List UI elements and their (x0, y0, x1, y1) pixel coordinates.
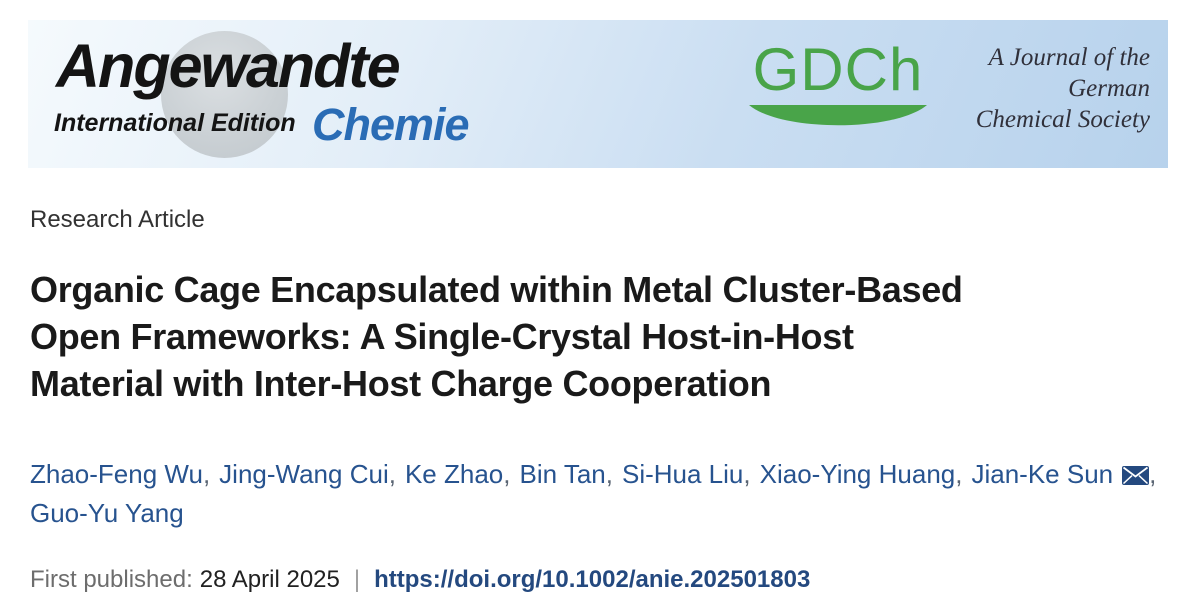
tagline-line: A Journal of the (988, 44, 1150, 71)
author-list: Zhao-Feng Wu, Jing-Wang Cui, Ke Zhao, Bin T… (30, 455, 1165, 533)
title-line: Material with Inter-Host Charge Cooperat… (30, 363, 772, 404)
article-type-label: Research Article (30, 206, 205, 233)
author-link[interactable]: Si-Hua Liu (621, 459, 744, 489)
author-link[interactable]: Xiao-Ying Huang (759, 459, 956, 489)
author-line: Guo-Yu Yang (30, 494, 1165, 533)
author-link[interactable]: Jing-Wang Cui (219, 459, 389, 489)
author-separator: , (1149, 459, 1157, 489)
journal-title: Angewandte (56, 32, 401, 100)
gdch-logo: GDCh (731, 40, 945, 134)
author-separator: , (202, 459, 211, 489)
gdch-logo-text: GDCh (752, 36, 924, 103)
article-title: Organic Cage Encapsulated within Metal C… (30, 266, 963, 407)
journal-banner: Angewandte International Edition Chemie … (28, 20, 1168, 168)
author-separator: , (743, 459, 751, 489)
published-date: 28 April 2025 (199, 566, 340, 593)
journal-title-chemie: Chemie (312, 99, 470, 150)
email-icon[interactable] (1122, 466, 1150, 485)
author-link[interactable]: Bin Tan (519, 459, 606, 489)
doi-link[interactable]: https://doi.org/10.1002/anie.202501803 (374, 566, 811, 593)
author-link[interactable]: Jian-Ke Sun (971, 459, 1114, 489)
author-separator: , (503, 459, 511, 489)
published-label: First published: (30, 566, 193, 593)
title-line: Organic Cage Encapsulated within Metal C… (30, 269, 963, 310)
author-link[interactable]: Zhao-Feng Wu (30, 459, 203, 489)
title-line: Open Frameworks: A Single-Crystal Host-i… (30, 316, 854, 357)
author-separator: , (955, 459, 963, 489)
journal-tagline: A Journal of the German Chemical Society (976, 42, 1150, 135)
publication-meta: First published: 28 April 2025 | https://do… (30, 563, 810, 597)
author-link[interactable]: Ke Zhao (404, 459, 504, 489)
meta-separator: | (353, 566, 361, 593)
journal-edition-label: International Edition (54, 109, 296, 137)
author-link[interactable]: Guo-Yu Yang (30, 498, 184, 528)
author-line: Zhao-Feng Wu, Jing-Wang Cui, Ke Zhao, Bin T… (30, 455, 1165, 494)
tagline-line: Chemical Society (975, 106, 1150, 133)
gdch-bowl-icon (749, 105, 927, 126)
angewandte-sphere-logo (161, 31, 288, 158)
author-separator: , (388, 459, 396, 489)
tagline-line: German (1068, 75, 1150, 102)
author-separator: , (605, 459, 613, 489)
